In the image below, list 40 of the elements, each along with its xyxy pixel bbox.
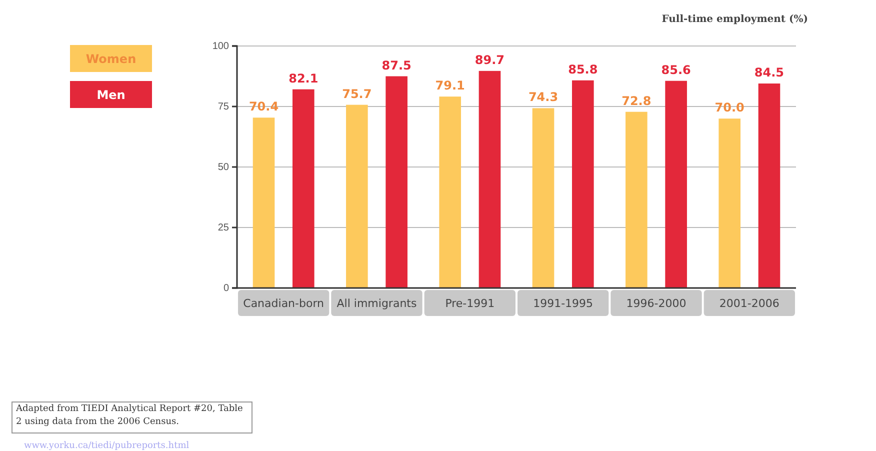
- bar: [292, 89, 314, 288]
- bar: [718, 118, 740, 288]
- bar: [665, 80, 687, 288]
- x-tick-label: 1996-2000: [626, 297, 686, 310]
- text: 70.0: [714, 100, 744, 115]
- text: Adapted from TIEDI Analytical Report #20, Table 2 using data from the 2006 Census.: [16, 403, 244, 429]
- y-tick-label: 50: [218, 162, 230, 174]
- y-tick-label: 25: [218, 222, 230, 234]
- text: 79.1: [435, 78, 465, 93]
- text: 87.5: [382, 58, 412, 72]
- bar: [346, 104, 368, 288]
- text: 72.8: [622, 94, 652, 108]
- text: 70.4: [248, 100, 279, 114]
- y-axis-title: Full-time employment (%): [662, 14, 808, 25]
- text: 89.7: [474, 52, 505, 67]
- bar: [478, 70, 501, 288]
- x-tick-label: 2001-2006: [719, 297, 780, 310]
- text: 82.1: [288, 71, 318, 86]
- y-tick-label: 100: [212, 41, 230, 52]
- bar: [758, 84, 780, 288]
- bar: [386, 76, 408, 288]
- text: 84.5: [754, 66, 784, 80]
- text: Women: [86, 52, 136, 66]
- text: 74.3: [528, 90, 558, 104]
- bar: [532, 108, 554, 288]
- y-tick-label: 75: [218, 102, 230, 113]
- x-tick-label: Canadian-born: [243, 297, 324, 310]
- text: 85.8: [568, 62, 598, 76]
- y-tick-label: 0: [223, 283, 230, 294]
- text: Men: [96, 88, 126, 102]
- text: www.yorku.ca/tiedi/pubreports.html: [24, 441, 190, 451]
- x-tick-label: 1991-1995: [533, 297, 594, 310]
- bar: [252, 118, 275, 288]
- x-tick-label: All immigrants: [336, 297, 417, 310]
- text: 75.7: [342, 86, 372, 101]
- x-tick-label: Pre-1991: [445, 297, 495, 310]
- bar: [572, 80, 594, 288]
- text: 85.6: [661, 62, 691, 77]
- bar: [439, 96, 461, 288]
- bar: [626, 112, 648, 288]
